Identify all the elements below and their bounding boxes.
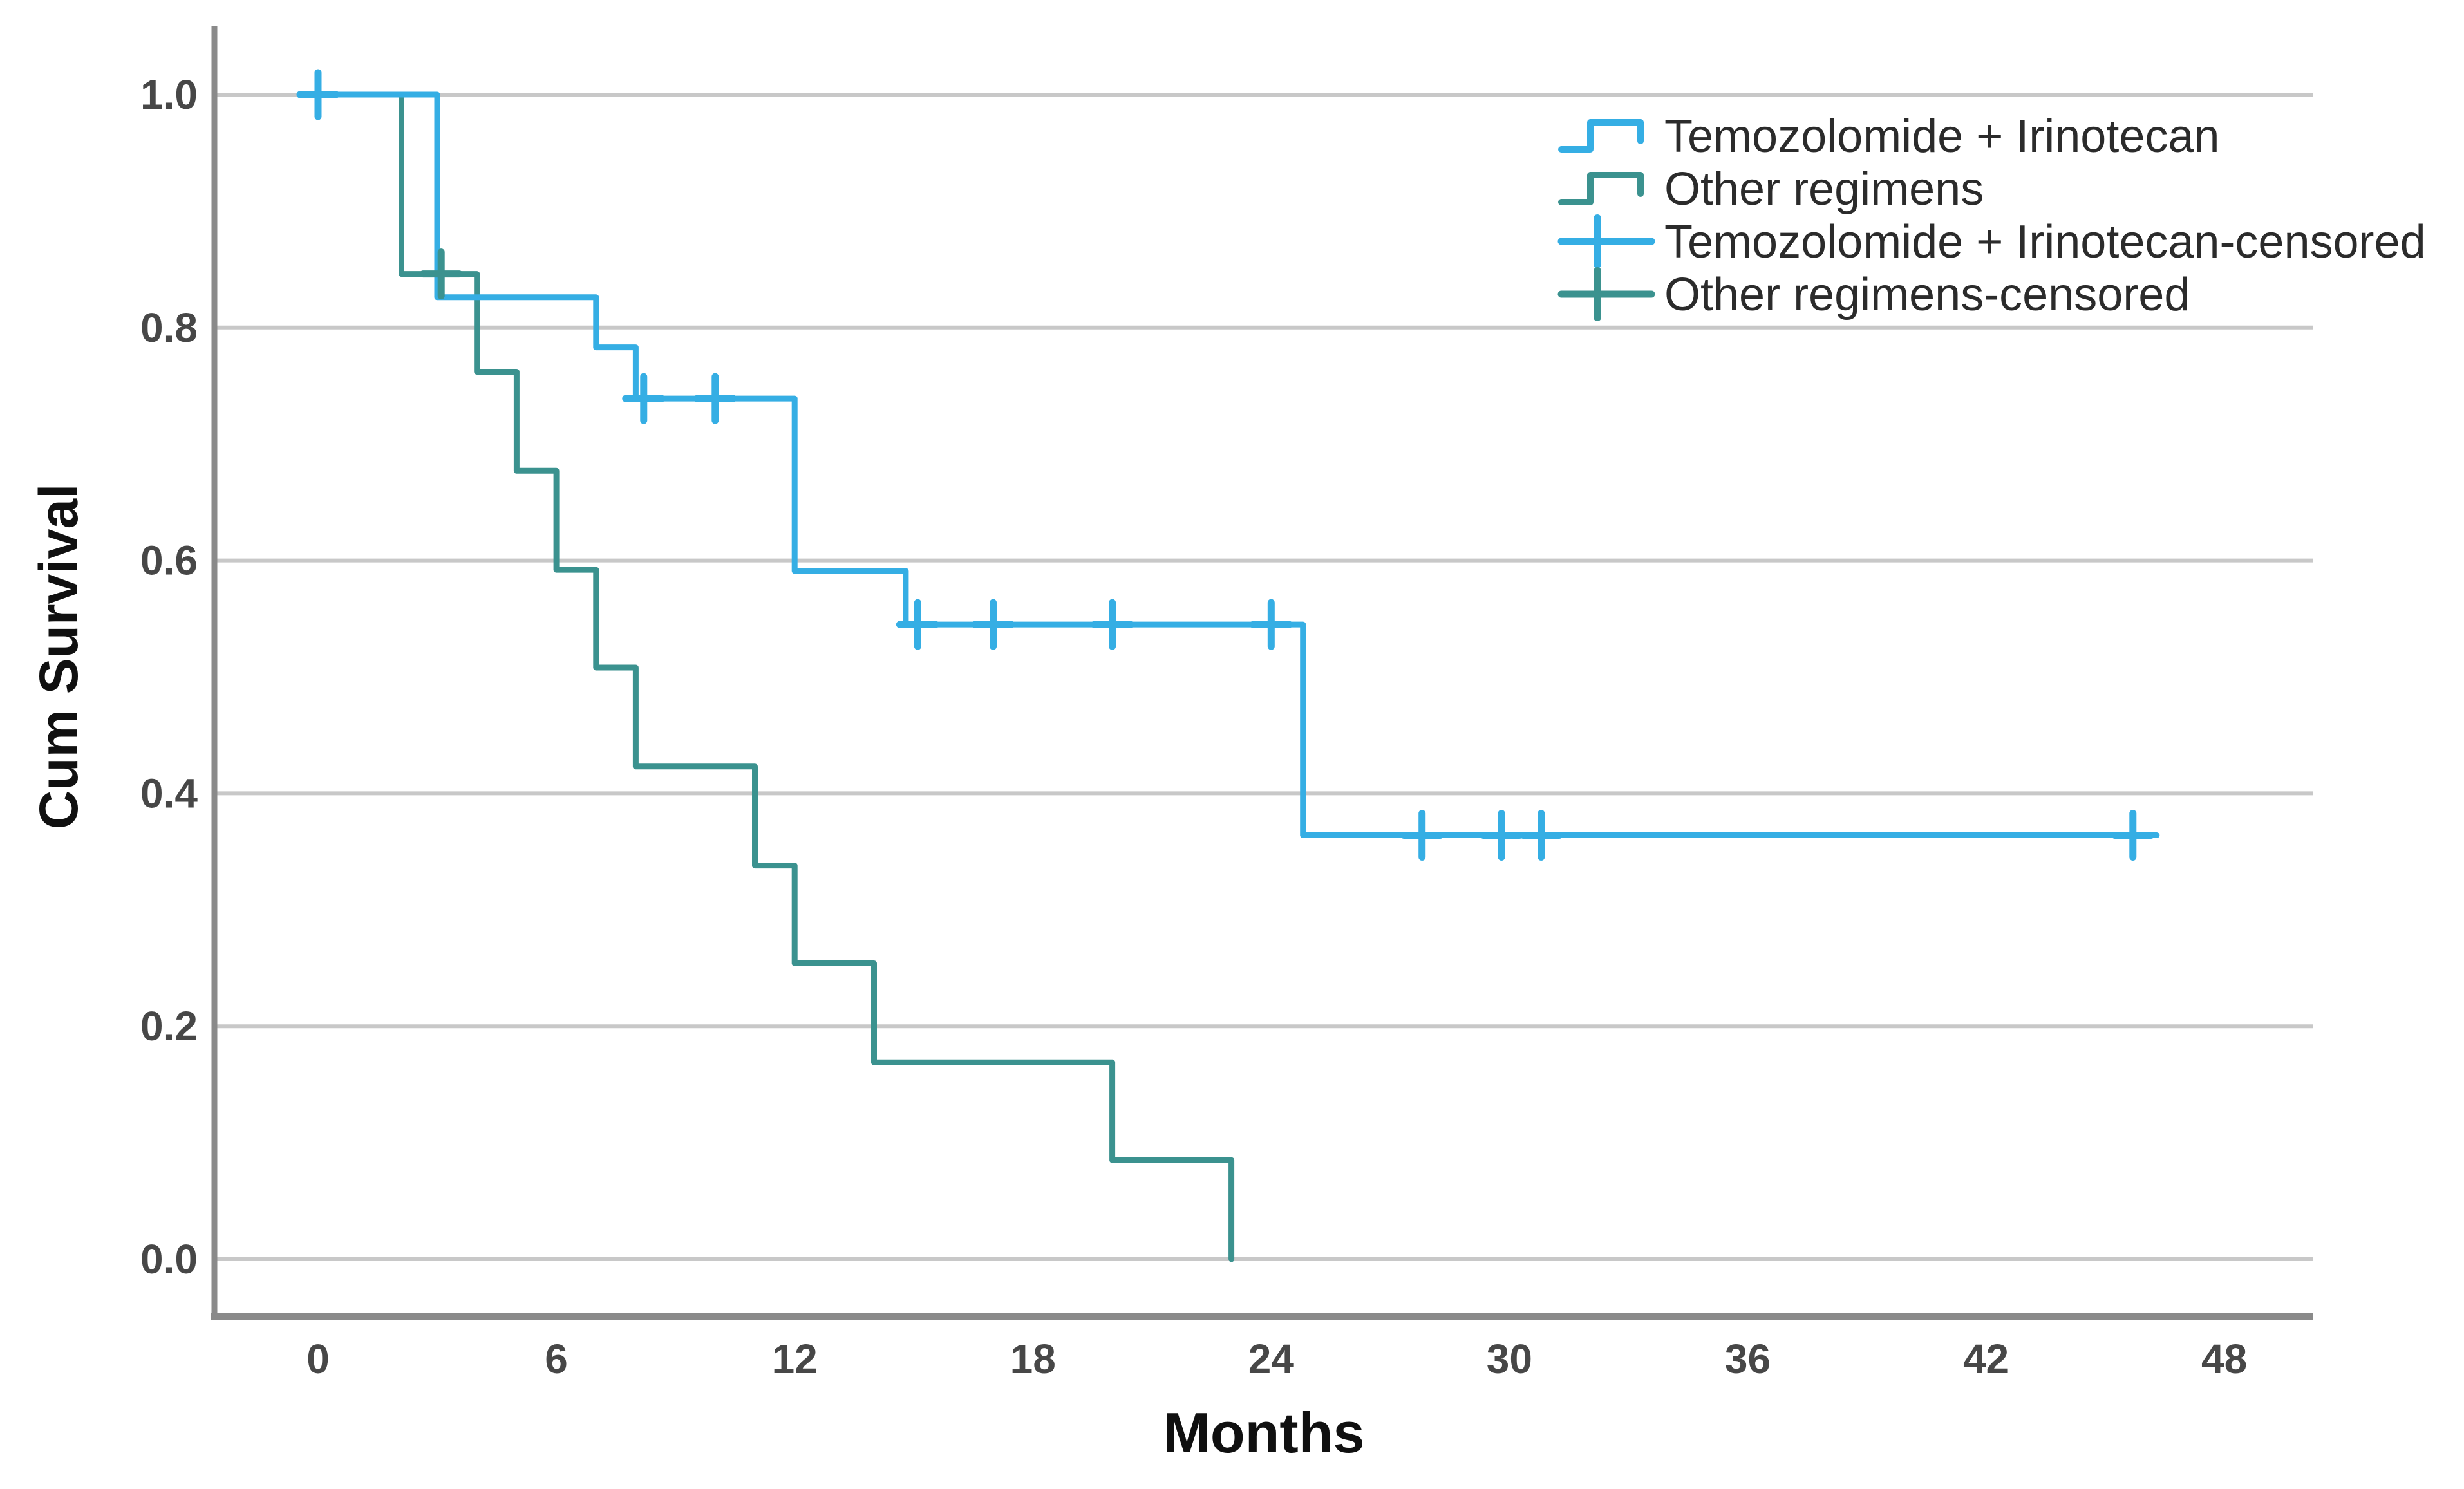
censor-mark-temozolomide-irinotecan-censored — [296, 69, 340, 120]
y-tick-label: 0.8 — [140, 304, 198, 351]
gridlines — [214, 93, 2313, 1261]
x-tick-label: 36 — [1725, 1336, 1771, 1382]
x-tick-label: 24 — [1248, 1336, 1295, 1382]
censor-mark-temozolomide-irinotecan-censored — [693, 373, 737, 424]
y-tick-labels: 0.0 0.2 0.4 0.6 0.8 1.0 — [140, 71, 198, 1282]
survival-curve-other-regimens — [315, 91, 1235, 1262]
y-tick-label: 0.4 — [140, 770, 198, 816]
y-tick-label: 0.0 — [140, 1236, 198, 1282]
y-tick-label: 1.0 — [140, 71, 198, 118]
legend-item: Temozolomide + Irinotecan-censored — [1557, 214, 2426, 268]
legend-label: Other regimens-censored — [1664, 269, 2190, 321]
x-tick-labels: 0 6 12 18 24 30 36 42 48 — [306, 1336, 2247, 1382]
censor-mark-temozolomide-irinotecan-censored — [1249, 599, 1293, 650]
x-tick-label: 6 — [545, 1336, 568, 1382]
censor-marks — [296, 69, 2155, 861]
censor-mark-temozolomide-irinotecan-censored — [972, 599, 1015, 650]
censor-mark-temozolomide-irinotecan-censored — [1519, 810, 1563, 861]
x-tick-label: 30 — [1487, 1336, 1532, 1382]
censor-mark-temozolomide-irinotecan-censored — [896, 599, 939, 650]
censor-mark-temozolomide-irinotecan-censored — [1480, 810, 1523, 861]
y-tick-label: 0.6 — [140, 538, 198, 584]
censor-mark-temozolomide-irinotecan-censored — [1400, 810, 1444, 861]
legend-label: Temozolomide + Irinotecan-censored — [1664, 216, 2426, 268]
x-axis-title: Months — [1163, 1401, 1365, 1465]
y-tick-label: 0.2 — [140, 1003, 198, 1049]
censor-mark-temozolomide-irinotecan-censored — [622, 373, 666, 424]
x-tick-label: 0 — [306, 1336, 330, 1382]
legend-item: Temozolomide + Irinotecan — [1558, 111, 2219, 162]
legend-step-line-icon — [1558, 119, 1644, 153]
x-tick-label: 42 — [1963, 1336, 2009, 1382]
axes — [211, 26, 2313, 1320]
censor-mark-other-regimens-censored — [419, 248, 463, 300]
legend-step-line-icon — [1558, 172, 1644, 205]
x-tick-label: 18 — [1010, 1336, 1056, 1382]
legend-label: Temozolomide + Irinotecan — [1664, 111, 2219, 162]
x-tick-label: 48 — [2201, 1336, 2247, 1382]
censor-mark-temozolomide-irinotecan-censored — [2111, 810, 2155, 861]
legend-item: Other regimens-censored — [1557, 267, 2190, 321]
legend-label: Other regimens — [1664, 164, 1984, 215]
y-axis-title: Cum Survival — [28, 484, 89, 830]
x-tick-label: 12 — [772, 1336, 818, 1382]
censor-mark-temozolomide-irinotecan-censored — [1091, 599, 1134, 650]
legend-item: Other regimens — [1558, 164, 1984, 215]
